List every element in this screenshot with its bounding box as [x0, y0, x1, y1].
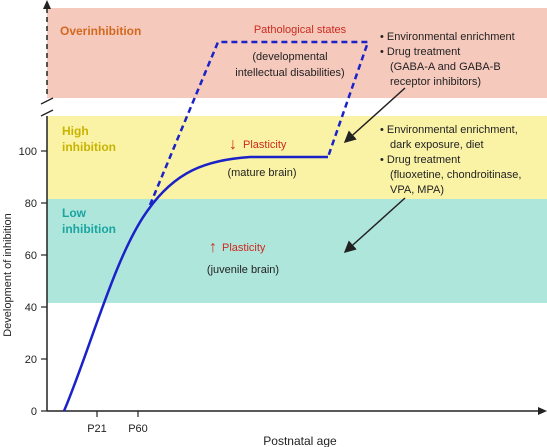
treatment-top-bullet1: • Environmental enrichment	[380, 31, 515, 43]
x-axis-label: Postnatal age	[263, 434, 337, 447]
pathological-title: Pathological states	[254, 24, 347, 36]
high-inhibition-label-line1: High	[62, 124, 89, 138]
low-inhibition-zone	[47, 199, 547, 303]
y-tick-label-40: 40	[25, 302, 37, 314]
x-axis-arrowhead	[538, 407, 547, 415]
treatment-top-detail1: (GABA-A and GABA-B	[390, 61, 501, 73]
pathological-dashed-curve	[148, 40, 370, 206]
high-inhibition-label-line2: inhibition	[62, 140, 116, 154]
treatment-top-arrow	[343, 87, 406, 144]
treatment-bottom-bullet2: • Drug treatment	[380, 154, 460, 166]
pathological-line2: intellectual disabilities)	[235, 67, 344, 79]
x-tick-label-p21: P21	[87, 423, 107, 435]
y-tick-label-20: 20	[25, 354, 37, 366]
development-curve	[62, 155, 328, 412]
y-tick-label-80: 80	[25, 198, 37, 210]
y-tick-label-0: 0	[31, 406, 37, 418]
y-tick-label-60: 60	[25, 250, 37, 262]
treatment-bottom-bullet1-line1: • Environmental enrichment,	[380, 124, 518, 136]
low-inhibition-label-line2: inhibition	[62, 222, 116, 236]
plasticity-down-arrow: ↓	[229, 136, 237, 153]
axis-break-mark-bottom	[40, 109, 54, 117]
treatment-top-detail2: receptor inhibitors)	[390, 76, 481, 88]
overinhibition-label: Overinhibition	[60, 24, 141, 38]
low-inhibition-label-line1: Low	[62, 206, 87, 220]
treatment-bottom-detail1: (fluoxetine, chondroitinase,	[390, 169, 521, 181]
juvenile-brain-label: (juvenile brain)	[207, 264, 279, 276]
treatment-bottom-arrow	[343, 197, 406, 254]
pathological-line1: (developmental	[252, 51, 327, 63]
y-axis-arrowhead	[43, 0, 51, 9]
treatment-bottom-detail2: VPA, MPA)	[390, 184, 444, 196]
overinhibition-zone	[47, 8, 547, 98]
y-tick-label-100: 100	[19, 146, 37, 158]
y-axis-label: Development of inhibition	[2, 213, 14, 337]
treatment-bottom-bullet1-line2: dark exposure, diet	[390, 139, 484, 151]
juvenile-plasticity-label: Plasticity	[222, 242, 266, 254]
axis-break-mark-top	[40, 97, 54, 105]
x-tick-label-p60: P60	[128, 423, 148, 435]
y-ticks	[41, 150, 47, 412]
plasticity-up-arrow: ↑	[209, 239, 217, 256]
mature-plasticity-label: Plasticity	[243, 139, 287, 151]
mature-brain-label: (mature brain)	[227, 167, 296, 179]
treatment-top-bullet2: • Drug treatment	[380, 46, 460, 58]
